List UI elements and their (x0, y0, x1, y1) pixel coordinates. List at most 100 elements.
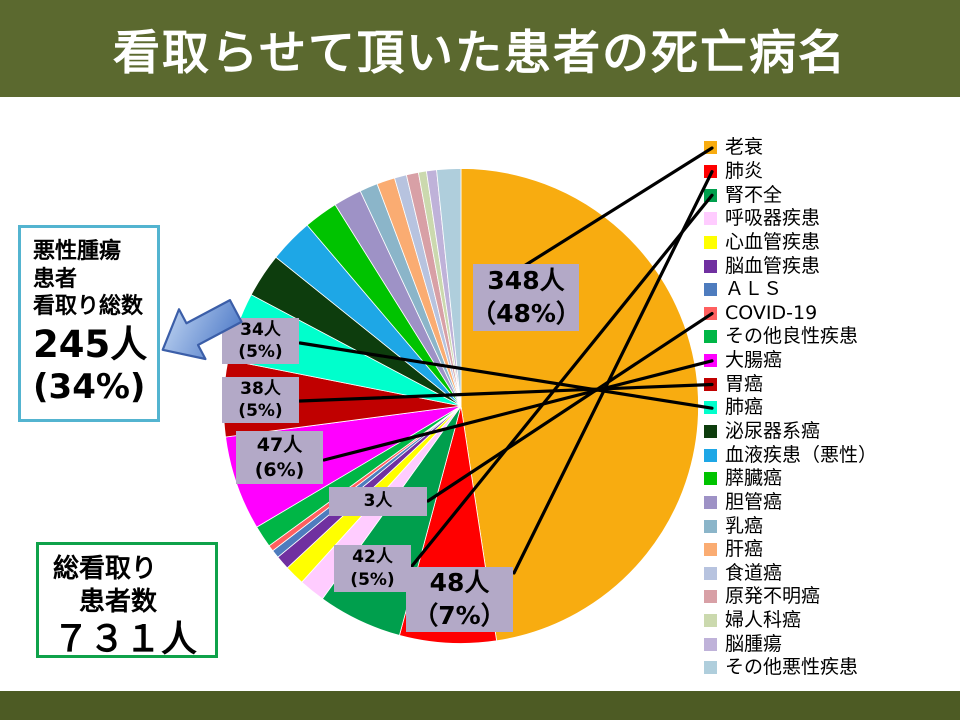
legend-swatch-icon (704, 235, 717, 249)
legend-item: 乳癌 (704, 514, 877, 538)
legend-label: 乳癌 (725, 514, 764, 537)
total-box-line: 患者数 (79, 586, 158, 617)
legend-item: 肺癌 (704, 396, 877, 420)
legend-label: 大腸癌 (725, 349, 783, 372)
legend-swatch-icon (704, 566, 717, 580)
legend-item: 肺炎 (704, 160, 877, 184)
legend-item: ＡＬＳ (704, 278, 877, 302)
legend-swatch-icon (704, 472, 717, 486)
callout-count: 48人 (429, 568, 490, 597)
malignant-box-count: 245人 (33, 322, 148, 366)
legend-label: 胃癌 (725, 372, 764, 395)
legend-label: ＡＬＳ (725, 278, 783, 301)
legend-label: 婦人科癌 (725, 609, 802, 632)
legend-item: 心血管疾患 (704, 231, 877, 255)
pie-callout: 34人 (5%) (222, 318, 299, 364)
legend-label: 原発不明癌 (725, 585, 821, 608)
legend-swatch-icon (704, 283, 717, 297)
callout-count: 38人 (240, 378, 281, 399)
legend-item: 肝癌 (704, 538, 877, 562)
callout-percent: (5%) (350, 569, 395, 590)
legend-swatch-icon (704, 401, 717, 415)
legend-item: その他悪性疾患 (704, 656, 877, 680)
callout-count: 3人 (363, 491, 393, 512)
malignant-box-line: 患者 (33, 266, 78, 292)
legend-swatch-icon (704, 590, 717, 604)
legend-item: 老衰 (704, 136, 877, 160)
legend-swatch-icon (704, 164, 717, 178)
legend-swatch-icon (704, 661, 717, 675)
legend-swatch-icon (704, 519, 717, 533)
legend-item: 脳腫瘍 (704, 632, 877, 656)
callout-percent: (6%) (254, 458, 305, 481)
legend-swatch-icon (704, 259, 717, 273)
legend-label: 肺癌 (725, 396, 764, 419)
legend-item: 脳血管疾患 (704, 254, 877, 278)
legend-swatch-icon (704, 377, 717, 391)
legend-item: 血液疾患（悪性） (704, 443, 877, 467)
legend-swatch-icon (704, 306, 717, 320)
callout-percent: （48%） (471, 298, 581, 328)
legend-swatch-icon (704, 141, 717, 155)
footer-bar (0, 691, 960, 720)
legend-label: 呼吸器疾患 (725, 207, 821, 230)
malignant-box-line: 看取り総数 (33, 294, 144, 319)
legend-label: 老衰 (725, 136, 764, 159)
pie-callout: 348人 （48%） (471, 264, 581, 331)
legend-swatch-icon (704, 354, 717, 368)
legend-label: COVID-19 (725, 301, 818, 324)
callout-percent: （7%） (413, 600, 506, 630)
callout-count: 47人 (256, 433, 303, 456)
legend-swatch-icon (704, 637, 717, 651)
legend-swatch-icon (704, 448, 717, 462)
legend-item: 原発不明癌 (704, 585, 877, 609)
legend-swatch-icon (704, 188, 717, 202)
legend-label: 胆管癌 (725, 490, 783, 513)
legend-item: その他良性疾患 (704, 325, 877, 349)
callout-count: 42人 (352, 547, 393, 568)
legend-item: 大腸癌 (704, 349, 877, 373)
grand-total-box: 総看取り 患者数 ７３１人 (36, 542, 218, 660)
legend-swatch-icon (704, 425, 717, 438)
pie-callout: 48人 （7%） (406, 567, 513, 632)
title-banner: 看取らせて頂いた患者の死亡病名 (0, 0, 960, 97)
callout-count: 348人 (487, 266, 565, 295)
legend-label: 肝癌 (725, 538, 764, 561)
legend-label: 泌尿器系癌 (725, 420, 821, 442)
legend-label: 脳血管疾患 (725, 254, 821, 277)
arrow-left-icon (161, 299, 243, 361)
legend-item: 膵臓癌 (704, 467, 877, 491)
legend-item: 腎不全 (704, 183, 877, 207)
total-box-line: 総看取り (53, 554, 158, 584)
legend-label: 腎不全 (725, 183, 783, 206)
chart-legend: 老衰 肺炎 腎不全 呼吸器疾患 心血管疾患 脳血管疾患 ＡＬＳ COVID-19 その他良性疾患… (704, 136, 877, 680)
pie-callout: 38人 (5%) (222, 377, 299, 423)
legend-label: 肺炎 (725, 159, 764, 182)
legend-swatch-icon (704, 330, 717, 344)
callout-count: 34人 (240, 319, 281, 340)
pie-callout: 3人 (329, 487, 427, 516)
legend-label: その他良性疾患 (725, 325, 859, 348)
legend-label: 血液疾患（悪性） (725, 443, 878, 466)
page-title: 看取らせて頂いた患者の死亡病名 (112, 26, 848, 81)
pie-callout: 47人 (6%) (236, 431, 323, 484)
legend-label: 食道癌 (725, 561, 783, 584)
legend-item: 食道癌 (704, 562, 877, 586)
legend-item: 泌尿器系癌 (704, 420, 877, 444)
legend-label: 脳腫瘍 (725, 632, 783, 655)
legend-swatch-icon (704, 543, 717, 557)
legend-swatch-icon (704, 495, 717, 509)
legend-swatch-icon (704, 212, 717, 226)
callout-percent: (5%) (238, 401, 283, 421)
legend-label: 膵臓癌 (725, 467, 783, 490)
pie-callout: 42人 (5%) (334, 545, 411, 592)
legend-label: 心血管疾患 (725, 230, 821, 253)
total-box-count: ７３１人 (53, 619, 198, 660)
legend-item: 呼吸器疾患 (704, 207, 877, 231)
legend-label: その他悪性疾患 (725, 656, 859, 679)
legend-item: 胃癌 (704, 372, 877, 396)
malignant-total-box: 悪性腫瘍 患者 看取り総数 245人 (34%) (18, 225, 160, 422)
legend-swatch-icon (704, 614, 717, 628)
malignant-box-line: 悪性腫瘍 (33, 239, 122, 264)
